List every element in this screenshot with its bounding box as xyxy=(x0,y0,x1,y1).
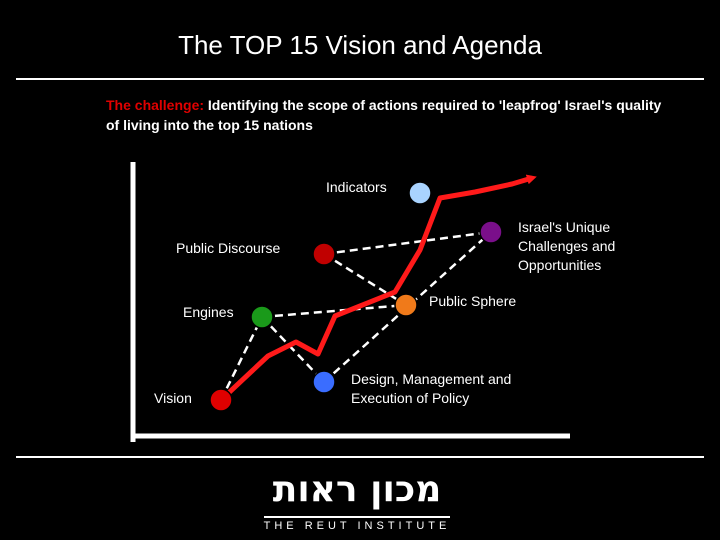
connector-engines-sphere xyxy=(261,303,407,319)
connector-vision-engines xyxy=(219,316,264,401)
challenge-text: Identifying the scope of actions require… xyxy=(106,97,662,133)
label-engines: Engines xyxy=(183,304,234,320)
label-public-sphere: Public Sphere xyxy=(429,293,517,309)
challenge-statement: The challenge: Identifying the scope of … xyxy=(106,95,666,135)
connector-discourse-unique xyxy=(323,230,492,256)
node-unique-challenges xyxy=(479,220,503,244)
node-engines xyxy=(250,305,274,329)
challenge-lead: The challenge: xyxy=(106,97,205,113)
connector-engines-policy xyxy=(261,316,325,383)
logo-hebrew-text: מכון ראות xyxy=(272,469,442,510)
label-vision: Vision xyxy=(154,390,192,406)
reut-logo: מכון ראות THE REUT INSTITUTE xyxy=(262,470,452,534)
bottom-divider xyxy=(16,456,704,458)
node-public-discourse xyxy=(312,242,336,266)
label-unique-challenges: Israel's Unique Challenges and Opportuni… xyxy=(518,219,616,273)
label-public-discourse: Public Discourse xyxy=(176,240,281,256)
label-policy: Design, Management and Execution of Poli… xyxy=(351,371,512,406)
connector-policy-unique xyxy=(323,231,492,383)
logo-english-text: THE REUT INSTITUTE xyxy=(263,520,451,532)
node-public-sphere xyxy=(394,293,418,317)
node-vision xyxy=(209,388,233,412)
connector-discourse-sphere xyxy=(323,252,407,307)
page-title: The TOP 15 Vision and Agenda xyxy=(178,30,542,60)
node-indicators xyxy=(408,181,432,205)
top-divider xyxy=(16,78,704,80)
node-policy xyxy=(312,370,336,394)
logo-divider xyxy=(264,516,450,518)
progress-arrow xyxy=(219,174,537,402)
label-indicators: Indicators xyxy=(326,179,387,195)
